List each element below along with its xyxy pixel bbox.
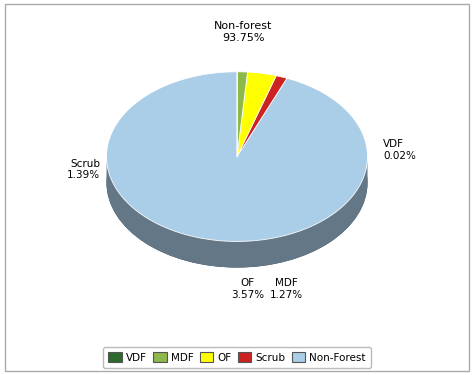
Polygon shape <box>237 72 247 157</box>
Text: Scrub
1.39%: Scrub 1.39% <box>67 159 100 180</box>
Polygon shape <box>237 72 276 157</box>
Text: Non-forest
93.75%: Non-forest 93.75% <box>214 21 273 43</box>
Polygon shape <box>107 72 367 242</box>
Ellipse shape <box>107 98 367 267</box>
Text: VDF
0.02%: VDF 0.02% <box>383 139 416 161</box>
Polygon shape <box>237 76 287 157</box>
Polygon shape <box>107 157 367 267</box>
Text: OF
3.57%: OF 3.57% <box>231 278 264 300</box>
Text: MDF
1.27%: MDF 1.27% <box>270 278 303 300</box>
Legend: VDF, MDF, OF, Scrub, Non-Forest: VDF, MDF, OF, Scrub, Non-Forest <box>103 347 371 368</box>
